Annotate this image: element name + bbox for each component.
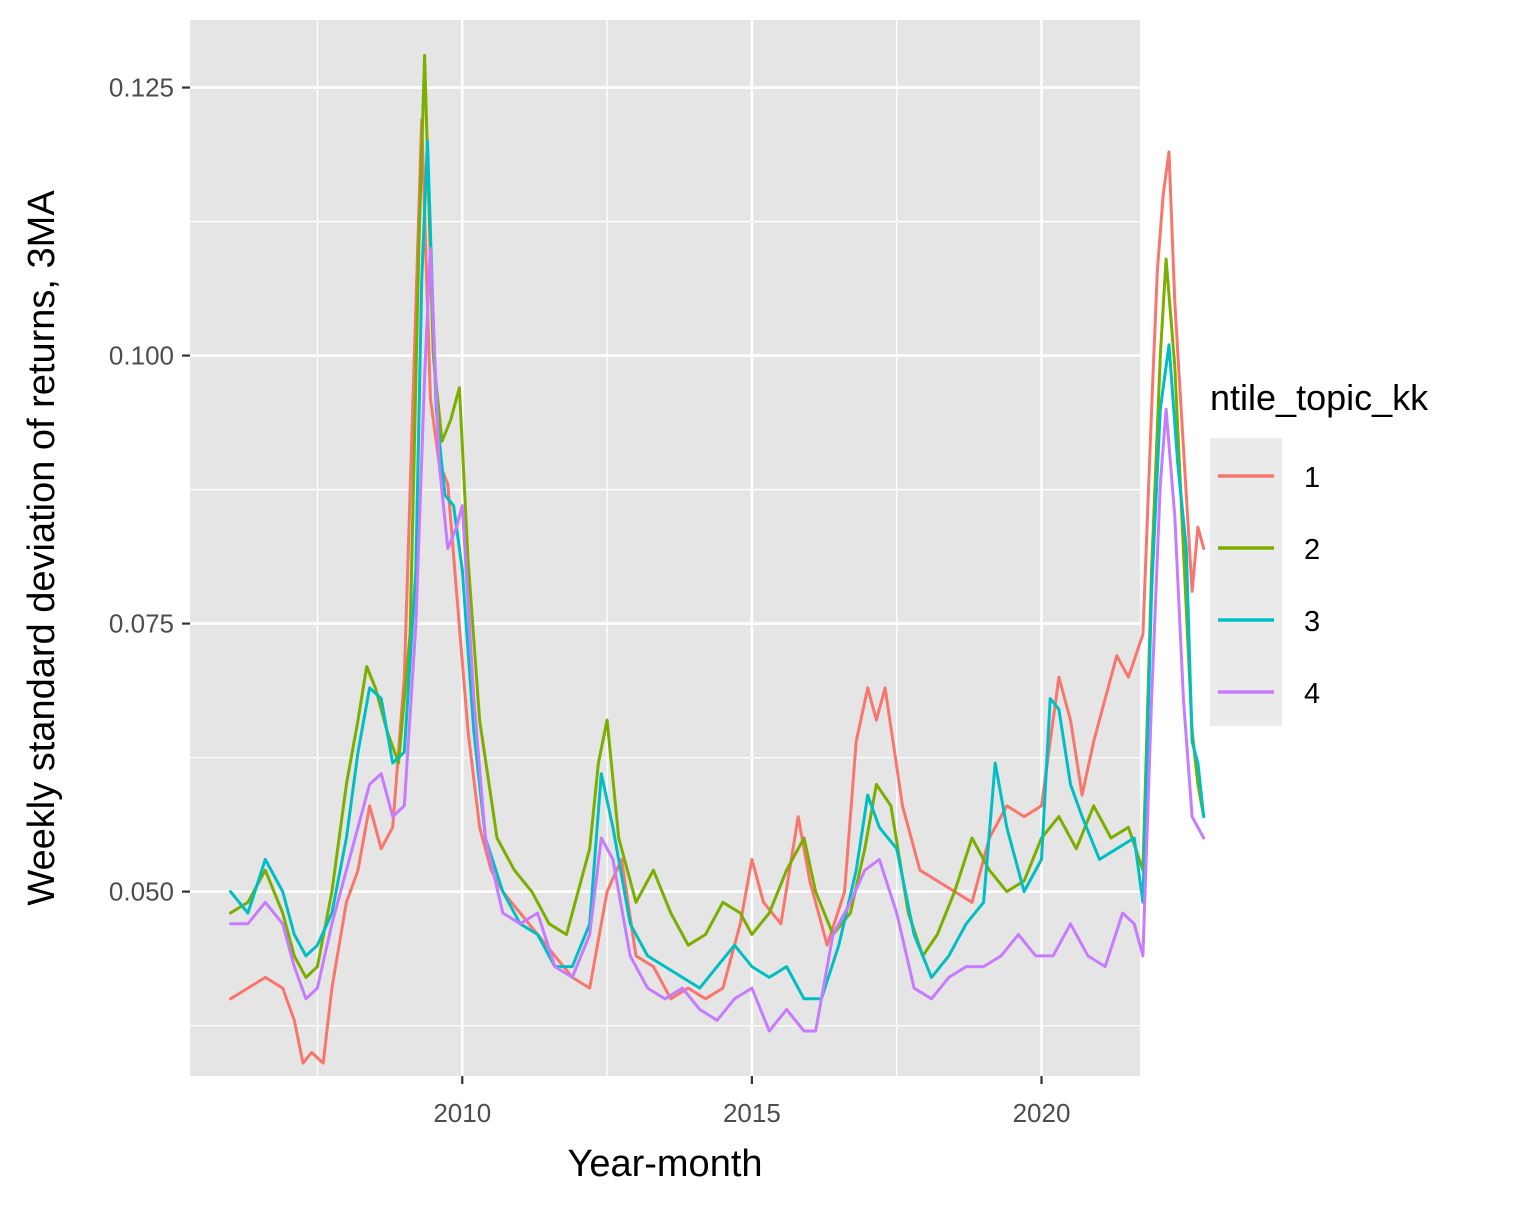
legend-label-2: 2: [1304, 534, 1320, 566]
x-tick-label: 2010: [433, 1098, 491, 1128]
legend: ntile_topic_kk 1 2 3 4: [1210, 377, 1429, 726]
x-tick-label: 2020: [1013, 1098, 1071, 1128]
series-line-3: [229, 139, 1206, 1001]
y-tick-label: 0.125: [109, 73, 174, 103]
y-tick-label: 0.100: [109, 341, 174, 371]
y-axis-ticks: 0.050 0.075 0.100 0.125: [109, 73, 190, 907]
legend-key-background: [1210, 438, 1282, 726]
x-axis-ticks: 2010 2015 2020: [433, 1076, 1070, 1128]
y-tick-label: 0.050: [109, 877, 174, 907]
y-tick-label: 0.075: [109, 609, 174, 639]
x-axis-title: Year-month: [567, 1143, 762, 1185]
legend-title: ntile_topic_kk: [1210, 377, 1429, 418]
series-line-1: [229, 118, 1206, 1065]
series-line-4: [229, 246, 1206, 1033]
legend-items: 1 2 3 4: [1218, 462, 1320, 710]
legend-label-1: 1: [1304, 462, 1320, 494]
x-tick-label: 2015: [723, 1098, 781, 1128]
legend-label-4: 4: [1304, 678, 1320, 710]
series-lines: [229, 53, 1206, 1065]
grid-minor-lines: [190, 20, 1187, 1076]
y-axis-title: Weekly standard deviation of returns, 3M…: [21, 190, 63, 906]
legend-label-3: 3: [1304, 606, 1320, 638]
grid-major-lines: [190, 20, 1140, 1076]
